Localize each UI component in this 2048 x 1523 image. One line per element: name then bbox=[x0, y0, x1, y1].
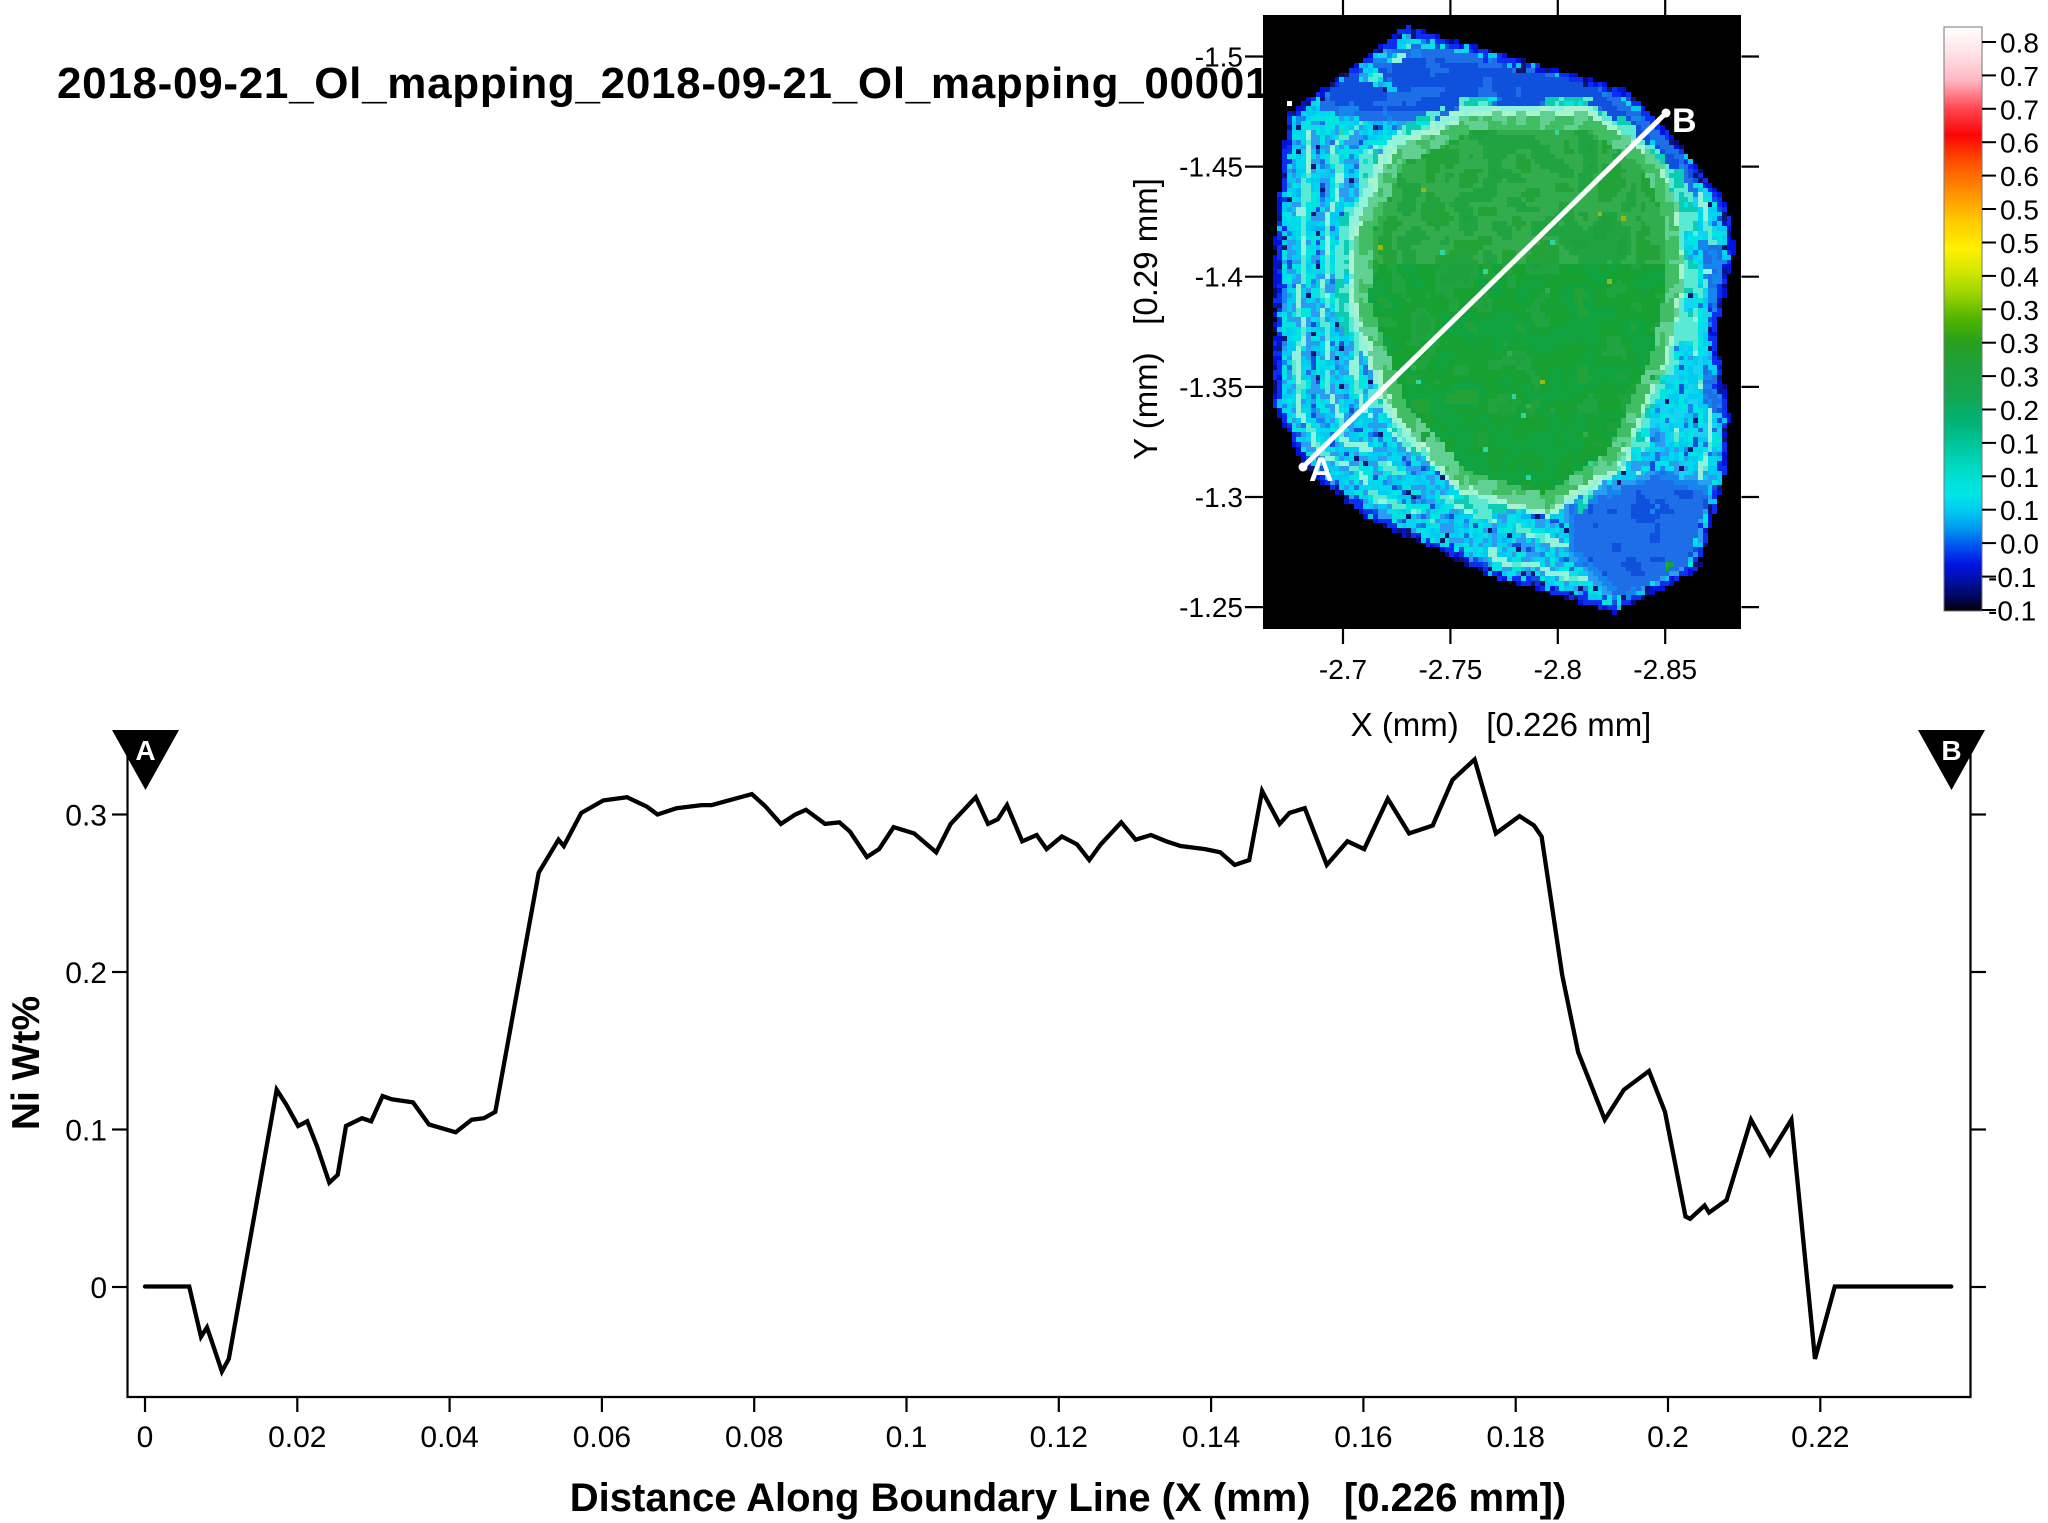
svg-text:-2.75: -2.75 bbox=[1418, 654, 1482, 685]
svg-text:-0.1: -0.1 bbox=[1988, 562, 2036, 593]
svg-text:Ni Wt%: Ni Wt% bbox=[5, 996, 48, 1130]
svg-text:A: A bbox=[1309, 451, 1334, 489]
svg-text:0.3: 0.3 bbox=[2000, 328, 2039, 359]
svg-text:0.04: 0.04 bbox=[420, 1421, 478, 1454]
svg-text:0.1: 0.1 bbox=[2000, 462, 2039, 493]
svg-text:0.2: 0.2 bbox=[1647, 1421, 1689, 1454]
svg-text:-1.3: -1.3 bbox=[1195, 482, 1243, 513]
svg-text:-2.8: -2.8 bbox=[1534, 654, 1582, 685]
svg-text:0.3: 0.3 bbox=[2000, 295, 2039, 326]
svg-text:0.7: 0.7 bbox=[2000, 61, 2039, 92]
svg-text:0.1: 0.1 bbox=[2000, 428, 2039, 459]
svg-text:0.2: 0.2 bbox=[2000, 395, 2039, 426]
svg-text:0.8: 0.8 bbox=[2000, 28, 2039, 59]
svg-text:0.12: 0.12 bbox=[1030, 1421, 1088, 1454]
svg-text:0.0: 0.0 bbox=[2000, 529, 2039, 560]
svg-text:0.1: 0.1 bbox=[65, 1115, 107, 1148]
svg-text:A: A bbox=[135, 735, 155, 766]
svg-text:0.16: 0.16 bbox=[1334, 1421, 1392, 1454]
svg-text:B: B bbox=[1672, 102, 1697, 140]
svg-text:-0.1: -0.1 bbox=[1988, 596, 2036, 627]
svg-text:0.5: 0.5 bbox=[2000, 195, 2039, 226]
svg-text:0.08: 0.08 bbox=[725, 1421, 783, 1454]
svg-text:0.3: 0.3 bbox=[65, 800, 107, 833]
svg-text:0.3: 0.3 bbox=[2000, 362, 2039, 393]
svg-text:0.22: 0.22 bbox=[1791, 1421, 1849, 1454]
svg-text:0.6: 0.6 bbox=[2000, 128, 2039, 159]
svg-text:-1.5: -1.5 bbox=[1195, 42, 1243, 73]
svg-text:-1.25: -1.25 bbox=[1179, 592, 1243, 623]
svg-text:0.6: 0.6 bbox=[2000, 161, 2039, 192]
svg-text:-2.85: -2.85 bbox=[1633, 654, 1697, 685]
svg-text:0.18: 0.18 bbox=[1487, 1421, 1545, 1454]
svg-text:0.7: 0.7 bbox=[2000, 94, 2039, 125]
svg-text:Distance Along Boundary Line (: Distance Along Boundary Line (X (mm) [0.… bbox=[570, 1476, 1566, 1520]
svg-text:0.1: 0.1 bbox=[886, 1421, 928, 1454]
svg-text:0.2: 0.2 bbox=[65, 957, 107, 990]
svg-text:-1.45: -1.45 bbox=[1179, 152, 1243, 183]
svg-text:Y (mm) [0.29 mm]: Y (mm) [0.29 mm] bbox=[1127, 178, 1164, 460]
svg-text:-1.4: -1.4 bbox=[1195, 262, 1243, 293]
svg-text:0.5: 0.5 bbox=[2000, 228, 2039, 259]
svg-text:-1.35: -1.35 bbox=[1179, 372, 1243, 403]
svg-text:0.4: 0.4 bbox=[2000, 261, 2039, 292]
svg-text:-2.7: -2.7 bbox=[1319, 654, 1367, 685]
svg-text:0.06: 0.06 bbox=[573, 1421, 631, 1454]
svg-text:0.02: 0.02 bbox=[268, 1421, 326, 1454]
svg-text:B: B bbox=[1941, 735, 1961, 766]
svg-text:0.14: 0.14 bbox=[1182, 1421, 1240, 1454]
svg-text:X (mm) [0.226 mm]: X (mm) [0.226 mm] bbox=[1351, 706, 1652, 743]
svg-text:0.1: 0.1 bbox=[2000, 495, 2039, 526]
svg-text:0: 0 bbox=[90, 1272, 107, 1305]
svg-text:0: 0 bbox=[137, 1421, 154, 1454]
